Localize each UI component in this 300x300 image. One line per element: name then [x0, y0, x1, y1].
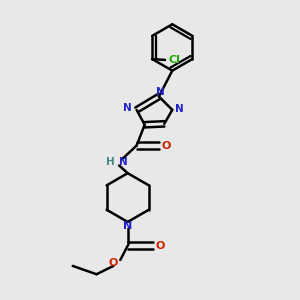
- Text: O: O: [109, 258, 118, 268]
- Text: O: O: [156, 241, 165, 251]
- Text: N: N: [119, 158, 128, 167]
- Text: Cl: Cl: [169, 55, 181, 65]
- Text: N: N: [123, 221, 132, 231]
- Text: N: N: [156, 87, 165, 97]
- Text: O: O: [162, 140, 171, 151]
- Text: N: N: [175, 104, 184, 114]
- Text: H: H: [106, 158, 114, 167]
- Text: N: N: [123, 103, 132, 113]
